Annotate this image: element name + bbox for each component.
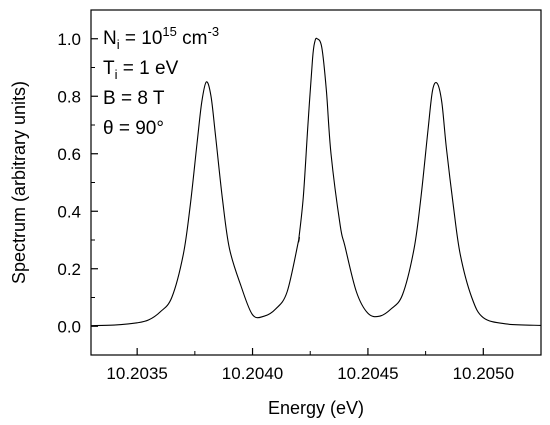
parameter-annotation: B = 8 T — [103, 88, 165, 109]
x-axis-title: Energy (eV) — [268, 398, 364, 418]
spectrum-series-line — [90, 37, 542, 327]
parameter-annotation: Ni = 1015 cm-3 — [103, 24, 219, 52]
x-tick-label: 10.2035 — [106, 364, 167, 383]
y-tick-label: 1.0 — [57, 30, 81, 49]
parameter-annotation: θ = 90° — [103, 118, 164, 139]
y-tick-label: 0.0 — [57, 317, 81, 336]
x-tick-label: 10.2040 — [222, 364, 283, 383]
y-axis-title: Spectrum (arbitrary units) — [9, 81, 29, 284]
x-tick-label: 10.2045 — [337, 364, 398, 383]
parameter-annotation: Ti = 1 eV — [103, 58, 179, 82]
y-tick-label: 0.8 — [57, 87, 81, 106]
x-tick-label: 10.2050 — [453, 364, 514, 383]
y-tick-label: 0.2 — [57, 260, 81, 279]
y-tick-label: 0.4 — [57, 202, 81, 221]
y-tick-label: 0.6 — [57, 145, 81, 164]
